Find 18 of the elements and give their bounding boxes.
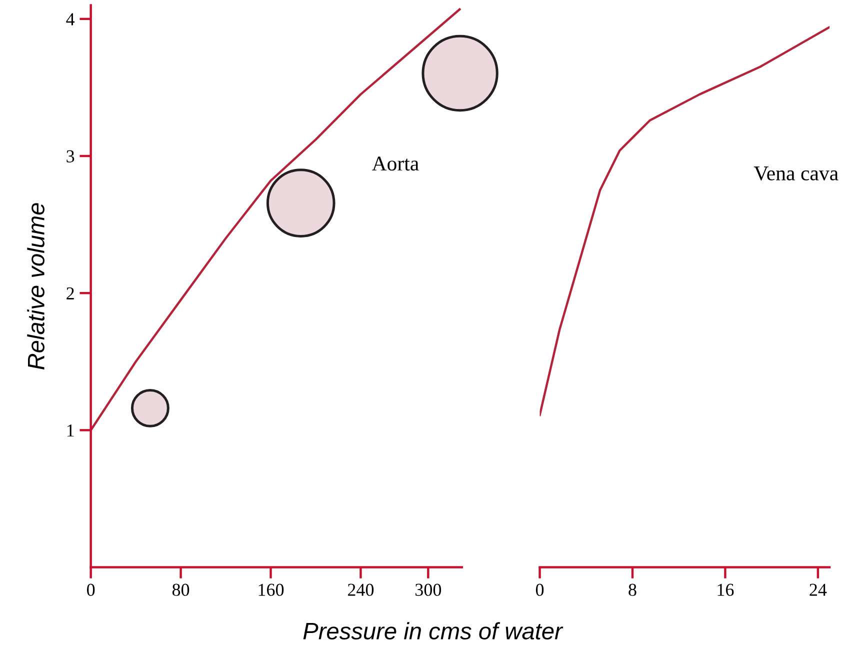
y-tick-label: 3 xyxy=(66,150,74,162)
x-tick-label: 240 xyxy=(348,584,374,596)
x-tick-label: 0 xyxy=(536,584,544,596)
x-tick-label: 8 xyxy=(628,584,636,596)
x-tick-label: 16 xyxy=(718,584,734,596)
y-tick-label: 2 xyxy=(66,287,74,300)
x-tick-label: 80 xyxy=(172,584,190,596)
y-axis-title: Relative volume xyxy=(27,203,44,370)
x-tick-label: 160 xyxy=(258,584,284,596)
text: Aorta xyxy=(372,156,419,171)
y-tick-label: 1 xyxy=(67,424,74,436)
x-tick-label: 0 xyxy=(87,584,95,596)
x-tick-label: 24 xyxy=(810,584,827,596)
line-series xyxy=(90,8,461,432)
x-tick-label: 300 xyxy=(415,584,442,596)
x-axis-title: Pressure in cms of water xyxy=(303,622,564,640)
text: Vena cava xyxy=(754,166,838,181)
y-tick-label: 4 xyxy=(66,13,75,26)
